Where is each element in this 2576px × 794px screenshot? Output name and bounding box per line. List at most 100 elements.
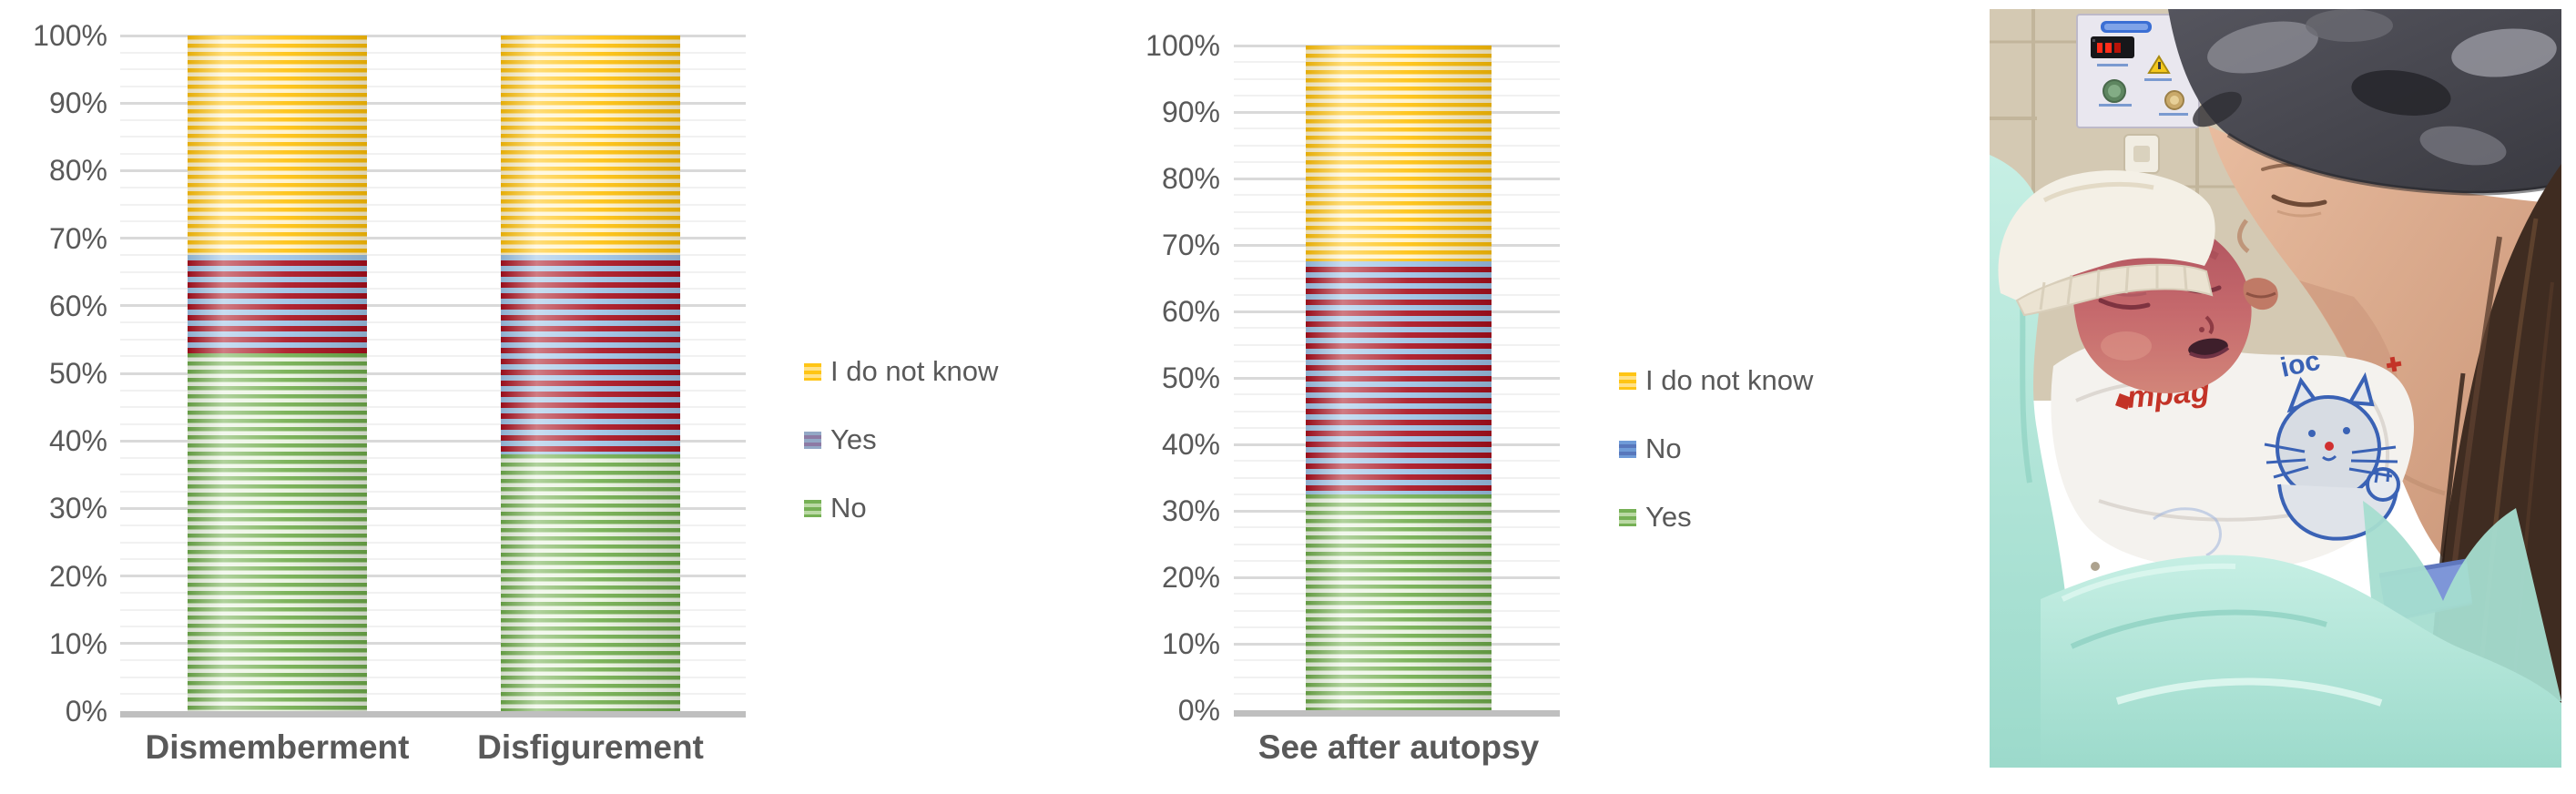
teal-blanket-bottom bbox=[2041, 501, 2561, 768]
legend-swatch-yes bbox=[1619, 508, 1636, 526]
gridline-minor bbox=[120, 254, 746, 257]
legend-swatch-yes bbox=[804, 431, 821, 449]
gridline-major bbox=[120, 642, 746, 646]
gridline-major bbox=[120, 575, 746, 578]
gridline-minor bbox=[120, 389, 746, 392]
medical-panel bbox=[2076, 14, 2200, 128]
y-tick-label: 100% bbox=[33, 19, 107, 52]
legend-label: No bbox=[830, 492, 867, 524]
legend-swatch-i-do-not-know bbox=[804, 362, 821, 381]
y-tick-label: 50% bbox=[48, 357, 107, 390]
segment-no bbox=[188, 352, 367, 712]
gridline-minor bbox=[120, 355, 746, 358]
y-tick-label: 80% bbox=[48, 154, 107, 188]
y-tick-label: 30% bbox=[48, 492, 107, 525]
gridline-minor bbox=[120, 473, 746, 476]
y-tick-label: 100% bbox=[1145, 29, 1220, 62]
gridline-minor bbox=[120, 422, 746, 425]
y-tick-label: 10% bbox=[1161, 627, 1220, 660]
gridline-minor bbox=[120, 693, 746, 696]
gridline-major bbox=[120, 168, 746, 172]
mother-kiss bbox=[2237, 219, 2278, 310]
gridline-major bbox=[120, 506, 746, 510]
legend-item: Yes bbox=[1619, 501, 1692, 533]
y-tick-label: 60% bbox=[48, 289, 107, 322]
gridline-minor bbox=[120, 524, 746, 526]
gridline-minor bbox=[120, 558, 746, 561]
gridline-minor bbox=[120, 592, 746, 595]
y-tick-label: 20% bbox=[48, 559, 107, 593]
legend-item: No bbox=[804, 492, 867, 524]
gridline-minor bbox=[120, 608, 746, 611]
gridline-minor bbox=[120, 338, 746, 341]
x-axis-line bbox=[1234, 710, 1560, 717]
legend-label: No bbox=[1645, 433, 1682, 464]
y-tick-label: 60% bbox=[1161, 295, 1220, 328]
legend-item: Yes bbox=[804, 423, 877, 455]
gridline-minor bbox=[120, 118, 746, 121]
gridline-minor bbox=[120, 288, 746, 290]
y-tick-label: 90% bbox=[1161, 96, 1220, 128]
gridline-minor bbox=[120, 220, 746, 223]
gridline-minor bbox=[120, 85, 746, 87]
gridline-minor bbox=[120, 51, 746, 54]
segment-yes bbox=[188, 255, 367, 353]
legend-item: I do not know bbox=[804, 355, 999, 387]
photo-illustration: mpag ioc bbox=[1990, 9, 2561, 768]
gridline-minor bbox=[120, 406, 746, 409]
gridline-minor bbox=[120, 152, 746, 155]
wall-outlet bbox=[2123, 134, 2160, 174]
segment-no bbox=[501, 454, 680, 711]
baby-hat bbox=[1998, 170, 2215, 317]
gridline-minor bbox=[120, 626, 746, 628]
y-tick-label: 20% bbox=[1161, 561, 1220, 594]
gridline-minor bbox=[120, 490, 746, 493]
legend-label: Yes bbox=[830, 423, 877, 455]
category-label: Disfigurement bbox=[477, 728, 704, 766]
gridline-minor bbox=[120, 659, 746, 662]
cat-drawing bbox=[2264, 372, 2400, 541]
gridline-major bbox=[120, 304, 746, 308]
segment-no bbox=[1306, 261, 1492, 494]
gridline-minor bbox=[120, 676, 746, 678]
segment-yes bbox=[1306, 494, 1492, 711]
category-label: Dismemberment bbox=[145, 728, 410, 766]
y-tick-label: 70% bbox=[1161, 229, 1220, 261]
segment-i-do-not-know bbox=[188, 36, 367, 256]
gridline-major bbox=[120, 237, 746, 240]
y-tick-label: 70% bbox=[48, 221, 107, 255]
gridline-minor bbox=[120, 321, 746, 324]
gridline-minor bbox=[120, 541, 746, 544]
gridline-minor bbox=[120, 186, 746, 188]
category-label: See after autopsy bbox=[1257, 728, 1540, 766]
legend-label: Yes bbox=[1645, 501, 1692, 533]
x-axis-line bbox=[120, 711, 746, 718]
gridline-major bbox=[120, 439, 746, 443]
segment-i-do-not-know bbox=[1306, 46, 1492, 262]
y-tick-label: 10% bbox=[48, 626, 107, 660]
y-tick-label: 40% bbox=[1161, 428, 1220, 461]
legend-swatch-i-do-not-know bbox=[1619, 372, 1636, 390]
y-tick-label: 0% bbox=[65, 695, 107, 728]
led-display bbox=[2091, 36, 2134, 58]
photo-mother-kissing-newborn: mpag ioc bbox=[1990, 9, 2561, 768]
gridline-minor bbox=[120, 136, 746, 138]
segment-i-do-not-know bbox=[501, 36, 680, 256]
gridline-major bbox=[120, 101, 746, 105]
legend-label: I do not know bbox=[830, 355, 999, 387]
y-tick-label: 40% bbox=[48, 424, 107, 458]
red-cross-mark bbox=[2386, 356, 2402, 372]
legend-swatch-no bbox=[1619, 440, 1636, 458]
gridline-minor bbox=[120, 270, 746, 273]
segment-yes bbox=[501, 255, 680, 455]
gridline-major bbox=[120, 34, 746, 37]
legend-item: I do not know bbox=[1619, 364, 1814, 396]
legend-label: I do not know bbox=[1645, 364, 1814, 396]
y-tick-label: 80% bbox=[1161, 162, 1220, 195]
y-tick-label: 90% bbox=[48, 87, 107, 120]
gridline-major bbox=[120, 372, 746, 375]
gridline-minor bbox=[120, 203, 746, 206]
gridline-minor bbox=[120, 68, 746, 71]
y-tick-label: 50% bbox=[1161, 361, 1220, 394]
